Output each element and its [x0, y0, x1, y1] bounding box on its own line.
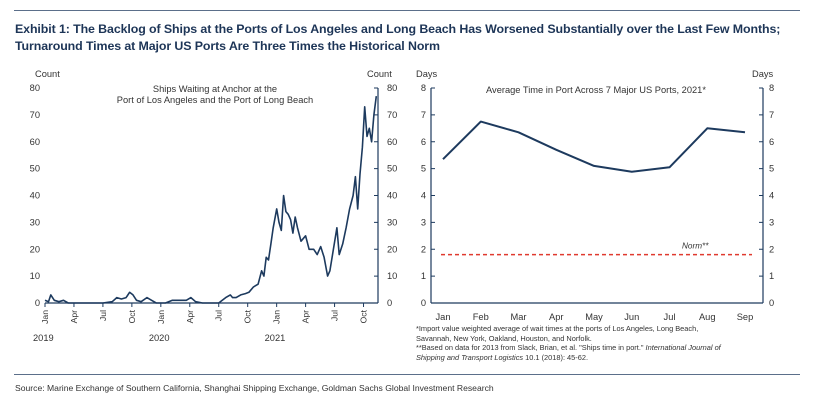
left-y-tick-label: 80 — [30, 83, 40, 93]
right-y2-tick-label: 4 — [769, 191, 774, 201]
source-note: Source: Marine Exchange of Southern Cali… — [15, 383, 494, 393]
left-y-tick-label: 0 — [35, 298, 40, 308]
left-y-tick-label: 70 — [30, 110, 40, 120]
footnote-line3-b: International Journal of — [646, 343, 722, 352]
right-x-tick-label: Jul — [664, 312, 676, 322]
ships-waiting-chart: Ships Waiting at Anchor at the Port of L… — [30, 69, 398, 343]
left-chart-title-line2: Port of Los Angeles and the Port of Long… — [117, 95, 313, 105]
left-x-tick-label: Jul — [98, 310, 108, 321]
footnote-line4-b: Shipping and Transport Logistics — [416, 353, 523, 362]
right-y2-tick-label: 5 — [769, 164, 774, 174]
footnote-line1: *Import value weighted average of wait t… — [416, 324, 698, 333]
exhibit-title: Exhibit 1: The Backlog of Ships at the P… — [15, 21, 805, 55]
right-x-tick-label: Apr — [549, 312, 563, 322]
left-x-tick-label: Jan — [272, 310, 282, 324]
footnotes: *Import value weighted average of wait t… — [416, 324, 722, 362]
left-y2-tick-label: 70 — [387, 110, 397, 120]
right-y-tick-label: 8 — [421, 83, 426, 93]
footnote-line3-a: **Based on data for 2013 from Slack, Bri… — [416, 343, 646, 352]
time-in-port-line — [442, 120, 746, 173]
left-y2-axis-label: Count — [367, 69, 392, 79]
left-y-tick-label: 30 — [30, 217, 40, 227]
left-y-tick-label: 60 — [30, 137, 40, 147]
footnote-line2: Savannah, New York, Oakland, Houston, an… — [416, 334, 592, 343]
right-y-tick-label: 0 — [421, 298, 426, 308]
left-y2-tick-label: 30 — [387, 217, 397, 227]
left-x-tick-label: Oct — [127, 309, 137, 323]
right-x-tick-label: Mar — [510, 312, 526, 322]
right-y-tick-label: 4 — [421, 191, 426, 201]
left-y2-tick-label: 10 — [387, 271, 397, 281]
footnote-line4: Shipping and Transport Logistics 10.1 (2… — [416, 353, 588, 362]
right-y-tick-label: 3 — [421, 217, 426, 227]
left-y2-tick-label: 50 — [387, 164, 397, 174]
right-y2-tick-label: 7 — [769, 110, 774, 120]
right-y2-tick-label: 8 — [769, 83, 774, 93]
left-y2-tick-label: 60 — [387, 137, 397, 147]
left-y2-tick-label: 40 — [387, 191, 397, 201]
right-x-tick-label: Jan — [436, 312, 451, 322]
left-y-axis-label: Count — [35, 69, 60, 79]
right-x-tick-label: May — [585, 312, 603, 322]
left-year-label: 2020 — [149, 333, 170, 343]
footnote-line4-c: 10.1 (2018): 45-62. — [523, 353, 588, 362]
left-y2-tick-label: 80 — [387, 83, 397, 93]
left-year-label: 2021 — [265, 333, 286, 343]
right-x-tick-label: Feb — [473, 312, 489, 322]
left-chart-title-line1: Ships Waiting at Anchor at the — [153, 84, 277, 94]
right-y2-tick-label: 0 — [769, 298, 774, 308]
right-y-axis-label: Days — [416, 69, 438, 79]
footnote-line3: **Based on data for 2013 from Slack, Bri… — [416, 343, 722, 352]
left-x-tick-label: Jan — [156, 310, 166, 324]
left-y-tick-label: 50 — [30, 164, 40, 174]
left-x-tick-label: Oct — [243, 309, 253, 323]
right-y-tick-label: 6 — [421, 137, 426, 147]
right-x-tick-label: Jun — [624, 312, 639, 322]
bottom-rule — [14, 374, 800, 375]
right-x-tick-label: Sep — [737, 312, 754, 322]
right-y-tick-label: 7 — [421, 110, 426, 120]
right-x-tick-label: Aug — [699, 312, 716, 322]
left-x-tick-label: Oct — [359, 309, 369, 323]
right-y2-tick-label: 2 — [769, 244, 774, 254]
left-year-label: 2019 — [33, 333, 54, 343]
left-y-tick-label: 40 — [30, 191, 40, 201]
exhibit-title-line2: Turnaround Times at Major US Ports Are T… — [15, 39, 440, 53]
exhibit-title-line1: Exhibit 1: The Backlog of Ships at the P… — [15, 22, 781, 36]
ships-waiting-line — [44, 95, 378, 304]
right-y-tick-label: 2 — [421, 244, 426, 254]
right-chart-title: Average Time in Port Across 7 Major US P… — [486, 85, 706, 95]
left-y-tick-label: 10 — [30, 271, 40, 281]
left-x-tick-label: Jan — [40, 310, 50, 324]
left-y-tick-label: 20 — [30, 244, 40, 254]
left-y2-tick-label: 0 — [387, 298, 392, 308]
right-y2-tick-label: 3 — [769, 217, 774, 227]
right-y2-axis-label: Days — [752, 69, 774, 79]
right-y2-tick-label: 6 — [769, 137, 774, 147]
norm-label: Norm** — [682, 242, 709, 251]
top-rule — [14, 10, 800, 11]
left-x-tick-label: Apr — [185, 310, 195, 324]
left-y2-tick-label: 20 — [387, 244, 397, 254]
time-in-port-chart: Average Time in Port Across 7 Major US P… — [416, 69, 774, 362]
right-y-tick-label: 1 — [421, 271, 426, 281]
right-y-tick-label: 5 — [421, 164, 426, 174]
left-x-tick-label: Apr — [69, 310, 79, 324]
left-x-tick-label: Apr — [301, 310, 311, 324]
left-x-tick-label: Jul — [330, 310, 340, 321]
right-y2-tick-label: 1 — [769, 271, 774, 281]
left-x-tick-label: Jul — [214, 310, 224, 321]
